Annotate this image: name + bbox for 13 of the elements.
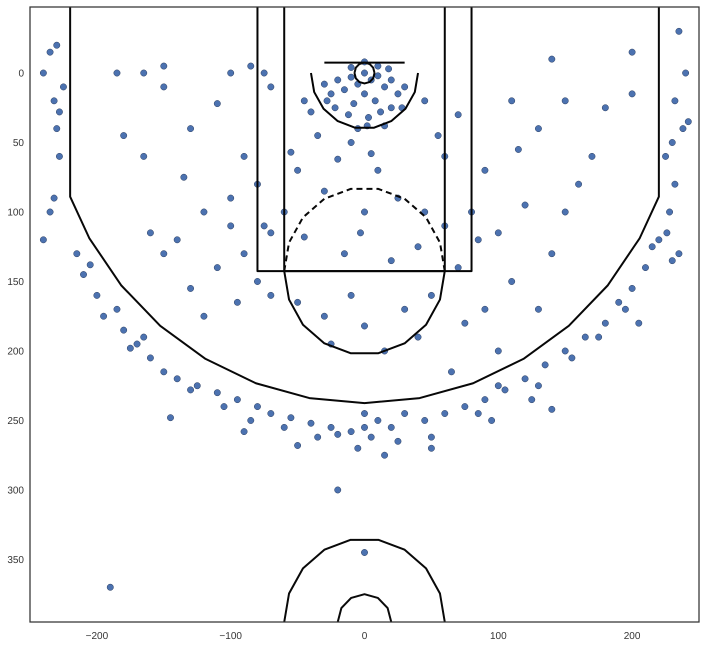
y-tick-label: 250: [7, 416, 24, 427]
x-tick-label: −200: [86, 631, 109, 642]
x-tick-label: 0: [362, 631, 368, 642]
y-tick-label: 200: [7, 346, 24, 358]
x-tick-label: 200: [624, 631, 641, 642]
y-tick-label: 300: [7, 485, 24, 496]
y-tick-label: 100: [7, 208, 24, 218]
x-tick-label: −100: [219, 631, 242, 642]
y-tick-label: 150: [7, 276, 24, 288]
y-tick-label: 50: [12, 138, 24, 150]
x-tick-label: 100: [490, 631, 508, 642]
y-tick-label: 350: [7, 554, 24, 566]
y-tick-label: 0: [18, 68, 24, 80]
